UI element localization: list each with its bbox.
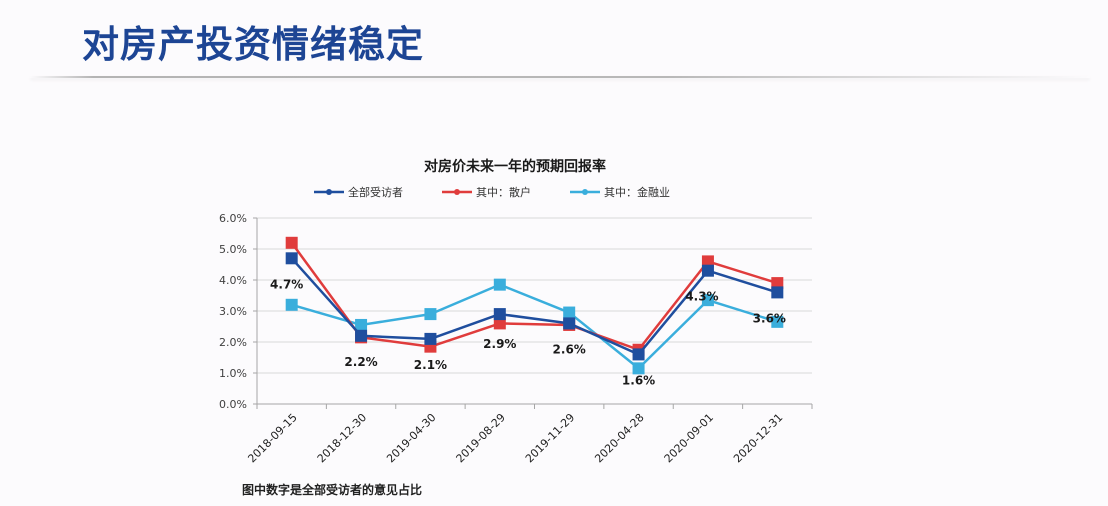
y-axis: 0.0% 1.0% 2.0% 3.0% 4.0% 5.0% 6.0% <box>219 212 258 411</box>
data-label: 2.1% <box>414 358 447 372</box>
data-point-marker <box>632 348 645 361</box>
chart-footnote: 图中数字是全部受访者的意见占比 <box>242 483 423 497</box>
legend-marker-icon <box>326 189 332 195</box>
y-tick-label: 5.0% <box>219 243 247 256</box>
x-tick-label: 2020-04-28 <box>592 411 646 465</box>
data-label: 1.6% <box>622 373 655 387</box>
data-point-marker <box>424 308 437 321</box>
legend-label: 其中：金融业 <box>604 185 670 199</box>
x-tick-label: 2020-12-31 <box>731 411 785 465</box>
data-point-marker <box>563 317 576 330</box>
x-tick-label: 2019-04-30 <box>384 411 438 465</box>
y-tick-label: 6.0% <box>219 212 247 225</box>
chart-legend: 全部受访者 其中：散户 其中：金融业 <box>314 185 670 199</box>
data-label: 2.2% <box>344 355 377 369</box>
x-axis: 2018-09-15 2018-12-30 2019-04-30 2019-08-29… <box>245 403 813 465</box>
series-line <box>290 242 778 351</box>
chart-series <box>285 236 784 375</box>
data-point-marker <box>771 277 784 290</box>
chart-title: 对房价未来一年的预期回报率 <box>424 158 606 175</box>
y-tick-label: 0.0% <box>219 398 247 411</box>
series-line <box>291 283 778 370</box>
header-divider <box>30 76 1090 78</box>
data-point-marker <box>701 255 714 268</box>
legend-label: 全部受访者 <box>348 185 403 199</box>
data-point-marker <box>701 264 714 277</box>
series-line <box>290 257 778 356</box>
x-tick-label: 2019-08-29 <box>454 411 508 465</box>
x-tick-label: 2019-11-29 <box>523 411 577 465</box>
data-point-marker <box>424 332 437 345</box>
data-point-marker <box>771 286 784 299</box>
x-tick-label: 2020-09-01 <box>662 411 716 465</box>
page-title: 对房产投资情绪稳定 <box>82 23 424 66</box>
data-point-marker <box>563 306 576 319</box>
legend-item: 其中：金融业 <box>570 185 670 199</box>
legend-marker-icon <box>582 189 588 195</box>
data-point-marker <box>771 315 784 328</box>
x-tick-label: 2018-09-15 <box>245 411 299 465</box>
data-point-marker <box>493 308 506 321</box>
data-label: 2.9% <box>483 337 516 351</box>
y-tick-label: 2.0% <box>219 336 247 349</box>
data-label: 2.6% <box>553 342 586 356</box>
legend-item: 其中：散户 <box>442 185 531 199</box>
data-point-marker <box>285 236 298 249</box>
y-tick-label: 4.0% <box>219 274 247 287</box>
y-tick-label: 1.0% <box>219 367 247 380</box>
data-point-marker <box>632 362 645 375</box>
data-point-marker <box>285 298 298 311</box>
data-label: 4.3% <box>685 290 718 304</box>
legend-item: 全部受访者 <box>314 185 403 199</box>
data-point-marker <box>493 278 506 291</box>
data-point-marker <box>493 317 506 330</box>
legend-marker-icon <box>454 189 460 195</box>
data-label: 4.7% <box>270 277 303 291</box>
data-labels: 4.7% 2.2% 2.1% 2.9% 2.6% 1.6% 4.3% 3.6% <box>270 277 786 387</box>
data-point-marker <box>355 318 368 331</box>
legend-label: 其中：散户 <box>476 185 531 199</box>
data-point-marker <box>285 252 298 265</box>
data-point-marker <box>701 294 714 307</box>
y-tick-label: 3.0% <box>219 305 247 318</box>
x-tick-label: 2018-12-30 <box>315 411 369 465</box>
chart-grid <box>257 217 812 374</box>
data-point-marker <box>355 329 368 342</box>
data-label: 3.6% <box>753 311 786 325</box>
